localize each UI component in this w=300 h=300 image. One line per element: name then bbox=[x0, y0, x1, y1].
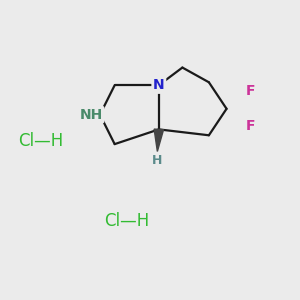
Text: Cl—H: Cl—H bbox=[104, 212, 149, 230]
Text: H: H bbox=[152, 154, 163, 167]
Text: F: F bbox=[245, 84, 255, 98]
Text: F: F bbox=[245, 119, 255, 134]
Text: NH: NH bbox=[80, 108, 103, 122]
Polygon shape bbox=[154, 129, 164, 152]
Text: N: N bbox=[153, 78, 165, 92]
Text: Cl—H: Cl—H bbox=[18, 132, 64, 150]
